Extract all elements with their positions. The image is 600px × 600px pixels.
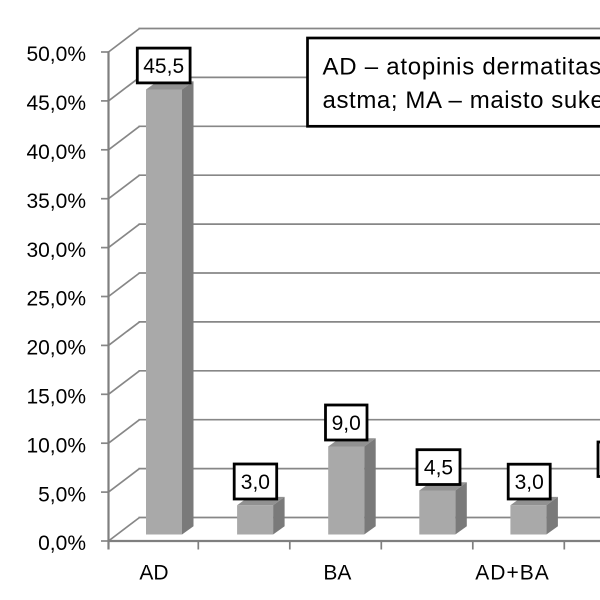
svg-text:3,0: 3,0 bbox=[515, 471, 544, 494]
svg-text:30,0%: 30,0% bbox=[26, 239, 86, 262]
svg-text:15,0%: 15,0% bbox=[26, 386, 86, 409]
svg-text:10,0%: 10,0% bbox=[26, 434, 86, 457]
svg-text:BA: BA bbox=[323, 562, 351, 585]
svg-text:40,0%: 40,0% bbox=[26, 141, 86, 164]
svg-text:35,0%: 35,0% bbox=[26, 190, 86, 213]
svg-text:3,0: 3,0 bbox=[241, 471, 270, 494]
svg-text:45,5: 45,5 bbox=[143, 55, 184, 78]
svg-text:AD – atopinis dermatitas: AD – atopinis dermatitas bbox=[323, 53, 600, 80]
svg-text:astma; MA – maisto sukelta ale: astma; MA – maisto sukelta alergija bbox=[323, 87, 600, 114]
svg-text:4,5: 4,5 bbox=[424, 456, 453, 479]
svg-text:20,0%: 20,0% bbox=[26, 337, 86, 360]
svg-text:5,0%: 5,0% bbox=[38, 483, 86, 506]
svg-text:0,0%: 0,0% bbox=[38, 532, 86, 555]
svg-text:AD+BA: AD+BA bbox=[475, 562, 549, 585]
svg-text:9,0: 9,0 bbox=[332, 412, 361, 435]
svg-text:25,0%: 25,0% bbox=[26, 288, 86, 311]
svg-text:50,0%: 50,0% bbox=[26, 43, 86, 66]
svg-text:AD: AD bbox=[139, 562, 168, 585]
svg-text:45,0%: 45,0% bbox=[26, 92, 86, 115]
